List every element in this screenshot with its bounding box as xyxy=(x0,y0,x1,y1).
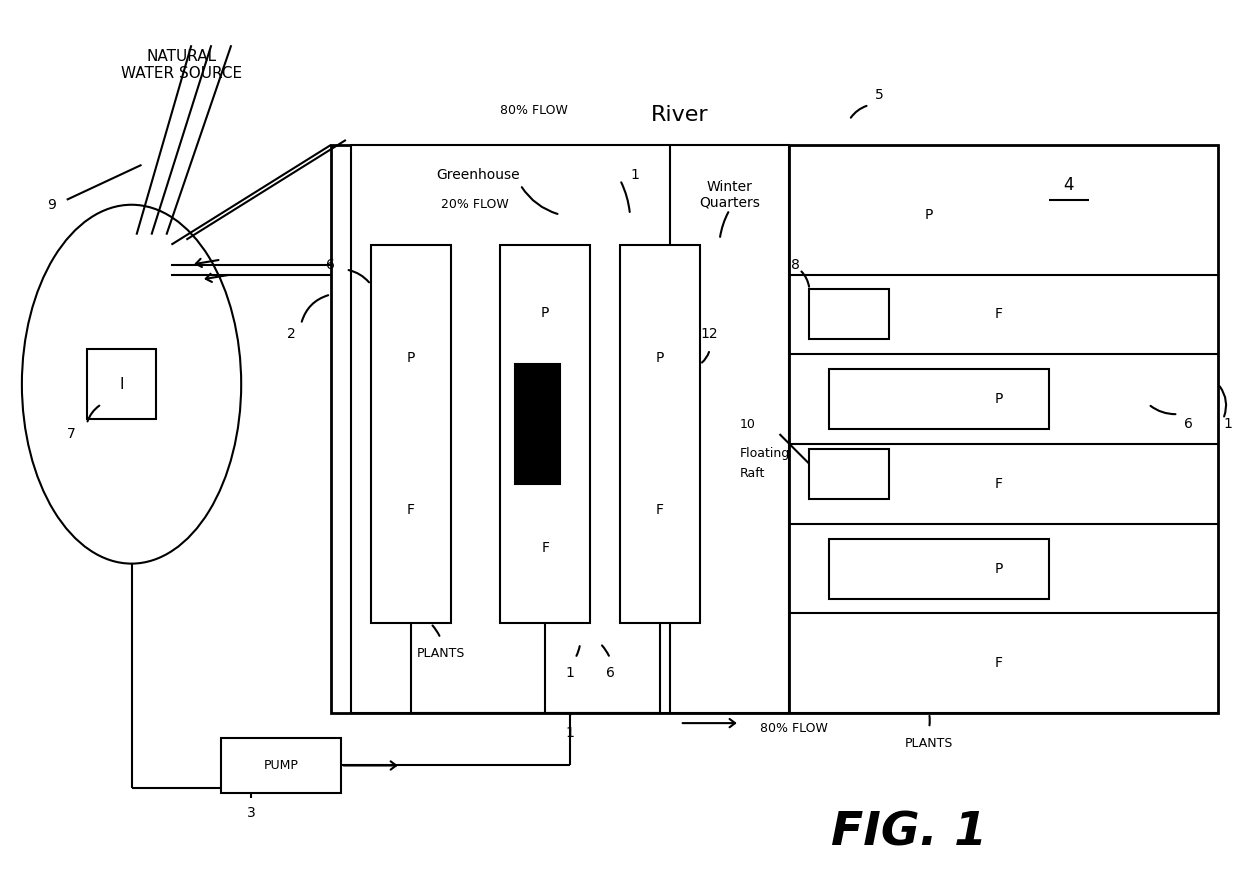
Text: 3: 3 xyxy=(247,806,255,819)
Text: F: F xyxy=(994,656,1003,670)
Bar xyxy=(830,370,1049,429)
Text: Greenhouse: Greenhouse xyxy=(436,168,521,182)
Bar xyxy=(516,364,560,484)
Bar xyxy=(830,538,1049,598)
Bar xyxy=(371,245,450,623)
Text: FIG. 1: FIG. 1 xyxy=(831,811,987,855)
Text: P: P xyxy=(407,351,415,365)
Ellipse shape xyxy=(22,205,242,564)
Text: NATURAL
WATER SOURCE: NATURAL WATER SOURCE xyxy=(120,49,242,81)
Bar xyxy=(620,245,699,623)
Text: Winter
Quarters: Winter Quarters xyxy=(699,179,760,210)
Text: 1: 1 xyxy=(1224,417,1233,431)
Text: 7: 7 xyxy=(67,427,76,441)
Bar xyxy=(87,349,156,419)
Text: PLANTS: PLANTS xyxy=(905,736,954,750)
Text: 2: 2 xyxy=(286,327,295,341)
Text: Floating: Floating xyxy=(739,447,790,461)
Text: 10: 10 xyxy=(739,417,755,431)
Text: F: F xyxy=(994,308,1003,322)
Bar xyxy=(501,245,590,623)
Text: Raft: Raft xyxy=(739,468,765,480)
Text: I: I xyxy=(119,377,124,392)
Bar xyxy=(331,145,1218,713)
Bar xyxy=(810,449,889,499)
Text: P: P xyxy=(925,208,934,222)
Text: 20% FLOW: 20% FLOW xyxy=(440,198,508,211)
Text: 8: 8 xyxy=(791,257,800,271)
Text: 6: 6 xyxy=(605,667,615,681)
Text: 5: 5 xyxy=(874,88,884,102)
Text: P: P xyxy=(994,561,1003,575)
Text: PUMP: PUMP xyxy=(264,759,299,772)
Text: F: F xyxy=(656,503,663,517)
Text: 9: 9 xyxy=(47,198,56,212)
Text: F: F xyxy=(541,541,549,554)
Bar xyxy=(221,738,341,793)
Text: P: P xyxy=(541,306,549,320)
Text: 80% FLOW: 80% FLOW xyxy=(501,103,568,117)
Text: 4: 4 xyxy=(1064,176,1074,194)
Bar xyxy=(810,289,889,339)
Text: PLANTS: PLANTS xyxy=(417,647,465,659)
Text: 1: 1 xyxy=(565,726,574,740)
Text: 1: 1 xyxy=(565,667,574,681)
Text: 6: 6 xyxy=(326,257,335,271)
Text: River: River xyxy=(651,105,708,125)
Text: F: F xyxy=(994,476,1003,491)
Text: 12: 12 xyxy=(701,327,718,341)
Text: 1: 1 xyxy=(630,168,639,182)
Text: P: P xyxy=(994,392,1003,406)
Text: 6: 6 xyxy=(1184,417,1193,431)
Bar xyxy=(351,145,790,713)
Text: F: F xyxy=(407,503,414,517)
Text: P: P xyxy=(656,351,665,365)
Text: 80% FLOW: 80% FLOW xyxy=(760,721,827,735)
